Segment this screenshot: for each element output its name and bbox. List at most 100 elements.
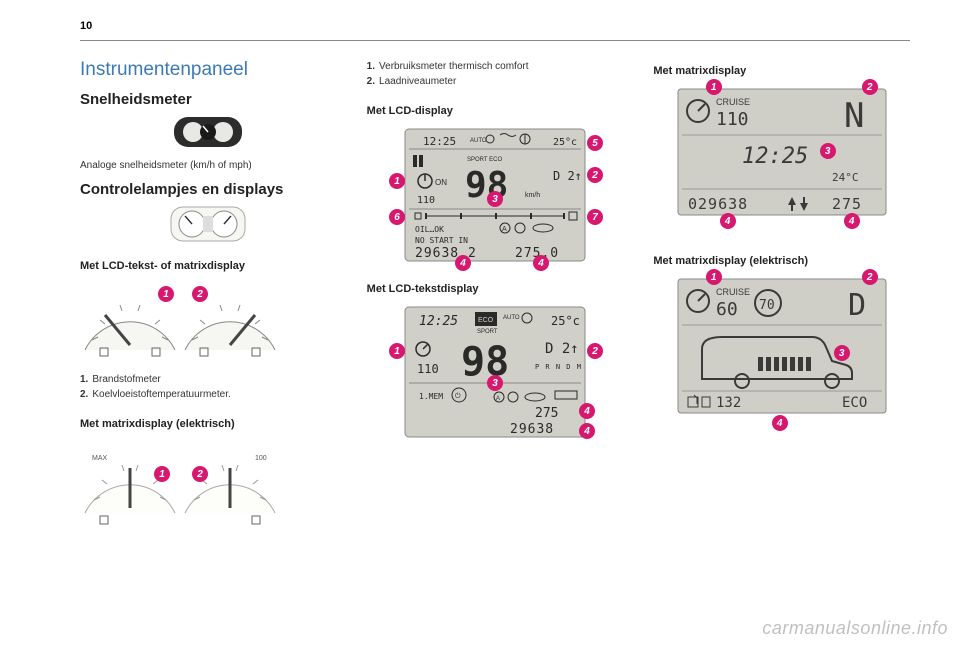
svg-text:25°c: 25°c bbox=[551, 314, 580, 328]
h3-matrix: Met matrixdisplay bbox=[653, 65, 910, 77]
column-2: 1. Verbruiksmeter thermisch comfort 2. Laa… bbox=[367, 59, 624, 639]
svg-text:D 2↑: D 2↑ bbox=[553, 169, 582, 183]
svg-text:110: 110 bbox=[716, 109, 749, 130]
svg-text:1.MEM: 1.MEM bbox=[419, 392, 443, 401]
callout-4: 4 bbox=[720, 213, 736, 229]
callout-4: 4 bbox=[533, 255, 549, 271]
page-number: 10 bbox=[80, 20, 910, 32]
figure-lcd-text-display: 12:25 ECO SPORT AUTO 25°c 110 98 D 2↑ P … bbox=[395, 303, 595, 443]
svg-text:275: 275 bbox=[535, 406, 558, 421]
list-gauge-legend: 1. Brandstofmeter 2. Koelvloeistoftemperat… bbox=[80, 372, 337, 402]
callout-1: 1 bbox=[706, 79, 722, 95]
h3-lcd-matrix: Met LCD-tekst- of matrixdisplay bbox=[80, 260, 337, 272]
callout-5: 5 bbox=[587, 135, 603, 151]
callout-4: 4 bbox=[579, 403, 595, 419]
callout-4: 4 bbox=[844, 213, 860, 229]
svg-text:D: D bbox=[848, 288, 866, 323]
figure-lcd-display: 12:25 AUTO 25°c SPORT ECO ON bbox=[395, 125, 595, 265]
h3-lcd: Met LCD-display bbox=[367, 105, 624, 117]
figure-speedometer bbox=[173, 116, 243, 148]
column-1: Instrumentenpaneel Snelheidsmeter Analog… bbox=[80, 59, 337, 639]
svg-text:A: A bbox=[496, 396, 500, 402]
list-num: 2. bbox=[367, 76, 375, 87]
list-num: 2. bbox=[80, 389, 88, 400]
callout-3: 3 bbox=[834, 345, 850, 361]
svg-text:12:25: 12:25 bbox=[423, 135, 456, 148]
callout-2: 2 bbox=[587, 167, 603, 183]
dials-icon bbox=[170, 206, 246, 242]
svg-text:24°C: 24°C bbox=[832, 171, 859, 184]
matrix1-svg: CRUISE 110 N 12:25 24°C 029638 275 bbox=[672, 85, 892, 225]
list-text: Koelvloeistoftemperatuurmeter. bbox=[92, 389, 230, 400]
svg-text:29638: 29638 bbox=[510, 422, 554, 437]
svg-text:N: N bbox=[844, 96, 864, 136]
svg-text:CRUISE: CRUISE bbox=[716, 287, 750, 297]
callout-7: 7 bbox=[587, 209, 603, 225]
figure-matrix-display-electric: CRUISE 60 70 D bbox=[672, 275, 892, 425]
column-3: Met matrixdisplay CRUISE 110 N 12:25 24°… bbox=[653, 59, 910, 639]
svg-text:132: 132 bbox=[716, 395, 741, 411]
svg-text:MAX: MAX bbox=[92, 455, 108, 462]
header-divider bbox=[80, 40, 910, 41]
figure-dials-small bbox=[170, 206, 246, 242]
gauges-electric-svg: MAX 100 bbox=[80, 438, 280, 528]
h3-matrix-elec: Met matrixdisplay (elektrisch) bbox=[653, 255, 910, 267]
svg-text:D 2↑: D 2↑ bbox=[545, 341, 579, 357]
subsection-title: Snelheidsmeter bbox=[80, 91, 337, 108]
lcd2-svg: 12:25 ECO SPORT AUTO 25°c 110 98 D 2↑ P … bbox=[395, 303, 595, 443]
svg-text:P R N D M: P R N D M bbox=[535, 363, 582, 371]
section2-title: Controlelampjes en displays bbox=[80, 181, 337, 198]
svg-text:ON: ON bbox=[435, 178, 447, 187]
svg-text:110: 110 bbox=[417, 362, 439, 376]
callout-4: 4 bbox=[455, 255, 471, 271]
svg-text:12:25: 12:25 bbox=[742, 144, 808, 169]
svg-text:OIL…OK: OIL…OK bbox=[415, 225, 444, 234]
svg-text:NO START IN: NO START IN bbox=[415, 236, 468, 245]
callout-2: 2 bbox=[862, 79, 878, 95]
speedo-caption: Analoge snelheidsmeter (km/h of mph) bbox=[80, 160, 337, 171]
callout-1: 1 bbox=[158, 286, 174, 302]
svg-text:SPORT: SPORT bbox=[477, 329, 498, 335]
callout-1: 1 bbox=[706, 269, 722, 285]
callout-1: 1 bbox=[389, 173, 405, 189]
speedometer-icon bbox=[173, 116, 243, 148]
callout-1: 1 bbox=[154, 466, 170, 482]
list-text: Brandstofmeter bbox=[92, 374, 160, 385]
callout-2: 2 bbox=[192, 286, 208, 302]
callout-3: 3 bbox=[487, 375, 503, 391]
svg-text:100: 100 bbox=[255, 455, 267, 462]
svg-text:CRUISE: CRUISE bbox=[716, 97, 750, 107]
callout-2: 2 bbox=[587, 343, 603, 359]
callout-6: 6 bbox=[389, 209, 405, 225]
svg-text:km/h: km/h bbox=[525, 192, 540, 199]
h3-lcd-text: Met LCD-tekstdisplay bbox=[367, 283, 624, 295]
section-title: Instrumentenpaneel bbox=[80, 59, 337, 81]
svg-text:AUTO: AUTO bbox=[470, 138, 487, 144]
svg-text:⏻: ⏻ bbox=[455, 392, 461, 400]
svg-text:60: 60 bbox=[716, 299, 738, 320]
callout-4: 4 bbox=[772, 415, 788, 431]
figure-gauges-electric: MAX 100 1 2 bbox=[80, 438, 280, 528]
list-text: Verbruiksmeter thermisch comfort bbox=[379, 61, 529, 72]
callout-2: 2 bbox=[862, 269, 878, 285]
list-num: 1. bbox=[80, 374, 88, 385]
svg-text:25°c: 25°c bbox=[553, 137, 577, 148]
figure-matrix-display: CRUISE 110 N 12:25 24°C 029638 275 1 2 3… bbox=[672, 85, 892, 225]
svg-text:029638: 029638 bbox=[688, 195, 748, 213]
list-num: 1. bbox=[367, 61, 375, 72]
matrix2-svg: CRUISE 60 70 D bbox=[672, 275, 892, 425]
callout-3: 3 bbox=[487, 191, 503, 207]
svg-text:ECO: ECO bbox=[478, 317, 494, 324]
list-text: Laadniveaumeter bbox=[379, 76, 456, 87]
callout-4: 4 bbox=[579, 423, 595, 439]
svg-text:A: A bbox=[502, 226, 507, 233]
svg-text:110: 110 bbox=[417, 195, 435, 206]
svg-text:AUTO: AUTO bbox=[503, 315, 520, 321]
figure-gauges: 1 2 bbox=[80, 280, 280, 360]
svg-text:70: 70 bbox=[759, 298, 775, 313]
svg-text:ECO: ECO bbox=[842, 395, 867, 411]
list-col2-top: 1. Verbruiksmeter thermisch comfort 2. Laa… bbox=[367, 59, 624, 89]
gauges-svg bbox=[80, 280, 280, 360]
callout-2: 2 bbox=[192, 466, 208, 482]
h3-matrix-elec: Met matrixdisplay (elektrisch) bbox=[80, 418, 337, 430]
